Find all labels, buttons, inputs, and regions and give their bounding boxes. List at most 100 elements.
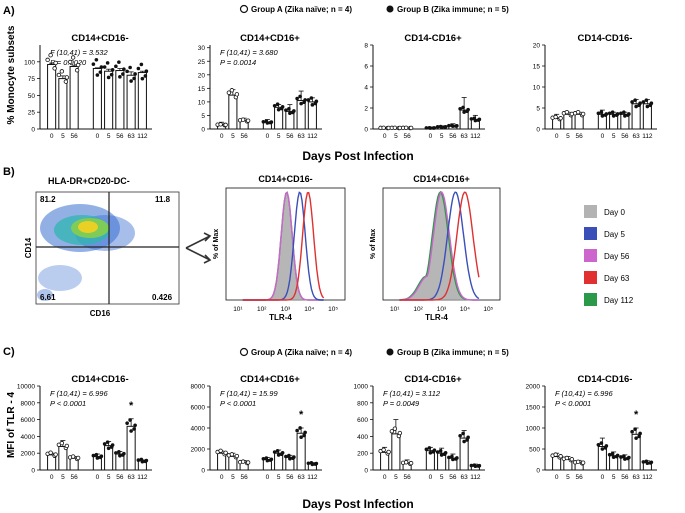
gate-title: HLA-DR+CD20-DC- [48, 176, 130, 186]
x-tick-label: 0 [266, 474, 270, 481]
data-point-filled [110, 443, 115, 447]
data-point-filled [106, 446, 111, 451]
chart-c-2: 0 2000 4000 6000 8000 CD14+CD16+ F (10,41) = 1… [191, 374, 322, 481]
x-tick-label: 112 [642, 133, 653, 140]
data-point-filled [261, 456, 266, 461]
x-tick-label: 56 [621, 133, 629, 140]
y-tick-label: 6000 [21, 417, 36, 424]
data-point-open [558, 116, 563, 121]
data-point-filled [276, 107, 281, 112]
chart-title: CD14+CD16- [71, 374, 128, 385]
data-point-open [64, 75, 70, 80]
data-point-filled [637, 434, 641, 439]
data-point-filled [623, 114, 627, 118]
data-point-open [381, 125, 386, 130]
data-point-filled [634, 104, 638, 109]
x-tick-label: 0 [266, 133, 270, 140]
data-point-filled [610, 110, 615, 114]
data-point-filled [303, 430, 307, 435]
y-tick-label: 0 [31, 127, 35, 134]
data-point-filled [622, 454, 626, 458]
x-tick-label: 56 [286, 133, 294, 140]
x-tick-label: 5 [277, 474, 281, 481]
data-point-filled [299, 101, 303, 106]
data-point-filled [461, 431, 465, 436]
x-tick-label: 112 [470, 133, 481, 140]
x-tick-label: 5 [277, 133, 281, 140]
data-point-open [553, 114, 558, 120]
data-point-filled [133, 423, 137, 428]
histogram-title: CD14+CD16- [258, 174, 312, 184]
legend-group-a: Group A (Zika naïve; n = 4) [251, 5, 352, 14]
legend-c-group-b: Group B (Zika immune; n = 5) [397, 348, 509, 357]
data-point-filled [310, 103, 315, 107]
y-tick-label: 4000 [191, 426, 206, 433]
data-point-filled [432, 448, 437, 453]
x-tick-label: 5 [440, 474, 444, 481]
x-tick-label: 56 [576, 133, 584, 140]
data-point-open [564, 109, 570, 115]
data-point-filled [117, 60, 121, 64]
x-tick-label: 0 [429, 133, 433, 140]
legend-c-group-a: Group A (Zika naïve; n = 4) [251, 348, 352, 357]
data-point-filled [287, 107, 291, 111]
data-point-open [397, 430, 403, 436]
data-point-filled [306, 461, 311, 466]
y-tick-label: 100 [24, 59, 35, 66]
legend-group-a-marker [239, 4, 249, 14]
x-tick-label: 5 [612, 133, 616, 140]
data-point-open [245, 460, 251, 465]
x-tick-label: 0 [220, 474, 224, 481]
y-tick-label: 8000 [191, 384, 206, 391]
stat-p: P < 0.0001 [50, 399, 86, 408]
data-point-filled [118, 453, 122, 458]
significance-marker: * [129, 400, 134, 412]
data-point-filled [110, 68, 115, 72]
data-point-filled [125, 69, 129, 74]
data-point-open [392, 426, 398, 431]
histogram-x-tick: 10² [257, 306, 267, 313]
data-point-filled [600, 114, 605, 118]
data-point-filled [284, 454, 288, 459]
data-point-filled [109, 72, 114, 77]
y-tick-label: 0 [201, 127, 205, 134]
data-point-filled [306, 98, 311, 102]
x-tick-label: 56 [404, 474, 412, 481]
x-tick-label: 63 [633, 133, 641, 140]
x-tick-label: 112 [307, 133, 318, 140]
x-tick-label: 0 [555, 133, 559, 140]
data-point-filled [122, 67, 126, 71]
y-tick-label: 25 [28, 110, 36, 117]
data-point-filled [615, 453, 620, 458]
legend-label: Day 63 [604, 274, 630, 283]
data-point-open [403, 460, 409, 465]
data-point-filled [607, 452, 612, 457]
bar [391, 433, 401, 471]
x-tick-label: 63 [298, 474, 306, 481]
data-point-filled [272, 103, 277, 108]
y-tick-label: 15 [198, 86, 206, 93]
data-point-filled [473, 464, 478, 469]
bar [115, 70, 125, 130]
histogram-trace-day-56 [399, 191, 479, 301]
quadrant-ur: 11.8 [155, 195, 171, 204]
data-point-filled [121, 72, 125, 76]
panel-a-letter: A) [3, 5, 15, 17]
data-point-filled [287, 453, 291, 458]
data-point-filled [132, 76, 136, 81]
legend-c-group-a-marker [239, 347, 249, 357]
y-tick-label: 600 [357, 417, 368, 424]
data-point-filled [99, 454, 104, 459]
data-point-filled [424, 447, 429, 452]
data-point-filled [619, 455, 623, 459]
data-point-filled [596, 442, 601, 447]
x-tick-label: 56 [449, 474, 457, 481]
data-point-filled [106, 75, 111, 80]
data-point-open [575, 459, 581, 465]
data-point-filled [122, 451, 126, 456]
data-point-filled [473, 118, 478, 123]
bar [137, 72, 147, 130]
quadrant-lr: 0.426 [152, 293, 173, 302]
data-point-open [63, 79, 69, 84]
